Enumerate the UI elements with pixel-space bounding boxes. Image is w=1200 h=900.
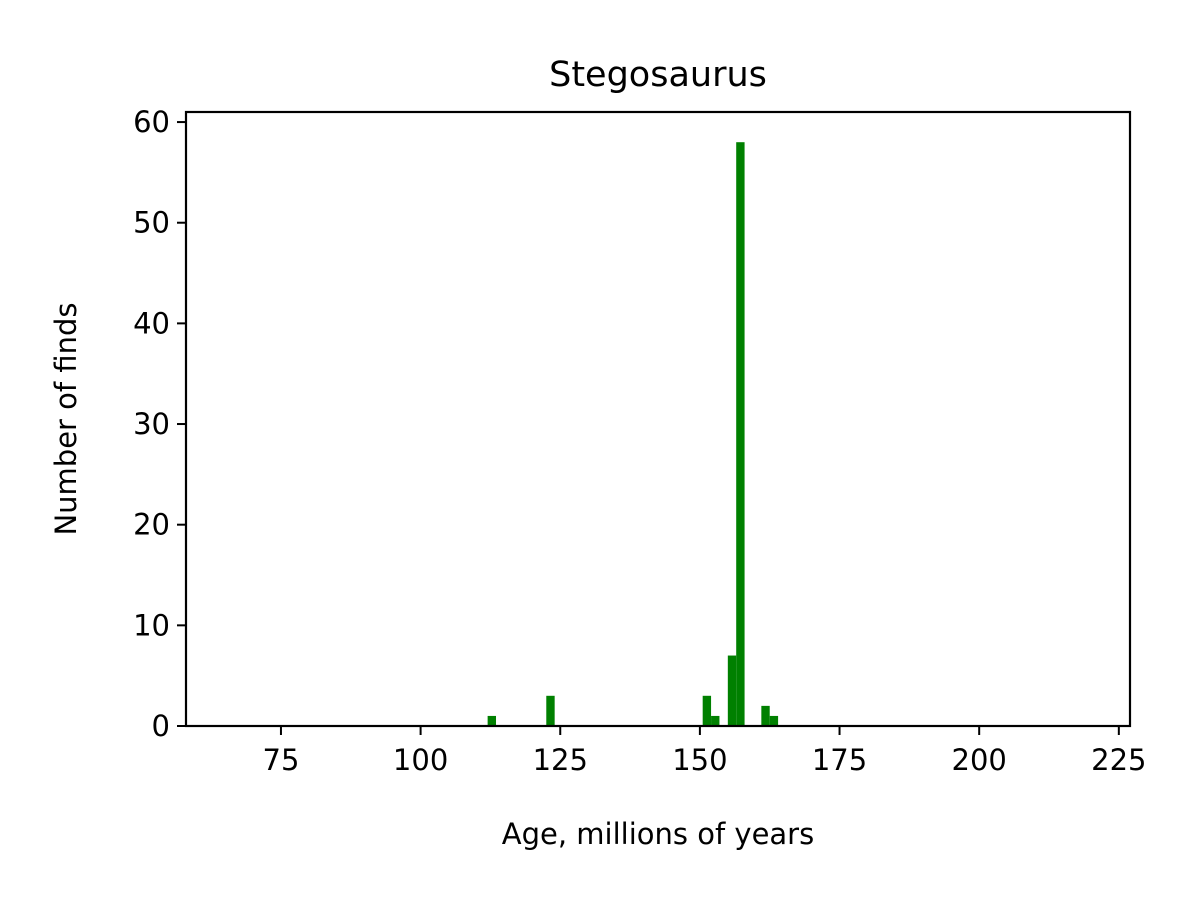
y-tick-label: 60 (133, 105, 170, 139)
histogram-bar (769, 715, 779, 726)
histogram-bar (487, 715, 497, 726)
x-axis-ticks: 75 100 125 150 175 200 225 (263, 726, 1147, 777)
chart-title: Stegosaurus (549, 55, 767, 95)
x-tick-label: 225 (1091, 743, 1146, 777)
bars-group (487, 142, 779, 726)
plot-frame (184, 110, 1132, 728)
x-tick-label: 150 (672, 743, 727, 777)
y-tick-label: 40 (133, 306, 170, 340)
y-axis-ticks: 0 10 20 30 40 50 60 (133, 105, 186, 743)
histogram-bar (702, 695, 712, 726)
x-tick-label: 100 (393, 743, 448, 777)
histogram-bar (761, 705, 770, 726)
histogram-bar (736, 142, 745, 726)
x-tick-label: 175 (812, 743, 867, 777)
x-tick-label: 200 (952, 743, 1007, 777)
y-tick-label: 10 (133, 608, 170, 642)
x-axis-label: Age, millions of years (502, 817, 814, 851)
y-tick-label: 50 (133, 206, 170, 240)
histogram-bar (546, 695, 555, 726)
y-tick-label: 30 (133, 407, 170, 441)
y-axis-label: Number of finds (49, 302, 83, 535)
x-tick-label: 125 (533, 743, 588, 777)
histogram-bar (711, 715, 720, 726)
y-tick-label: 0 (152, 709, 170, 743)
histogram-bar (727, 655, 737, 726)
y-tick-label: 20 (133, 508, 170, 542)
x-tick-label: 75 (263, 743, 300, 777)
